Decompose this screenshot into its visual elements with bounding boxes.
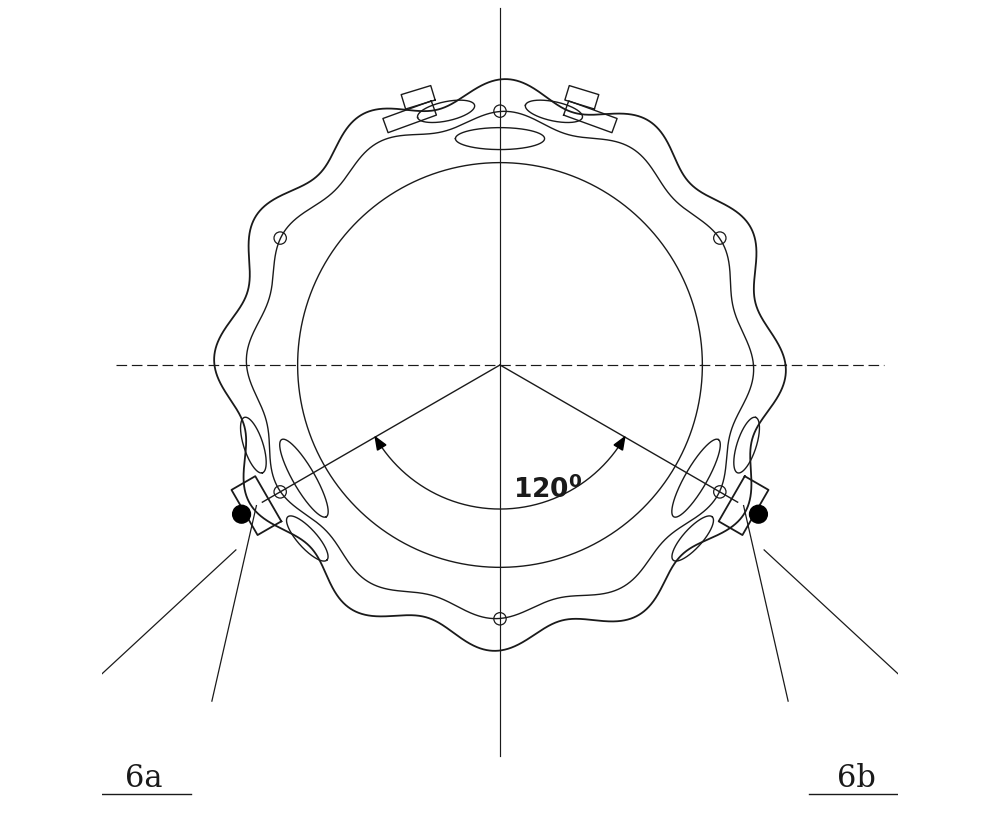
- Text: $\mathbf{120^0}$: $\mathbf{120^0}$: [513, 474, 583, 503]
- Circle shape: [233, 506, 250, 523]
- Text: 6a: 6a: [125, 763, 162, 794]
- Text: 6b: 6b: [837, 763, 876, 794]
- Polygon shape: [375, 437, 386, 450]
- Polygon shape: [614, 437, 625, 450]
- Circle shape: [750, 506, 767, 523]
